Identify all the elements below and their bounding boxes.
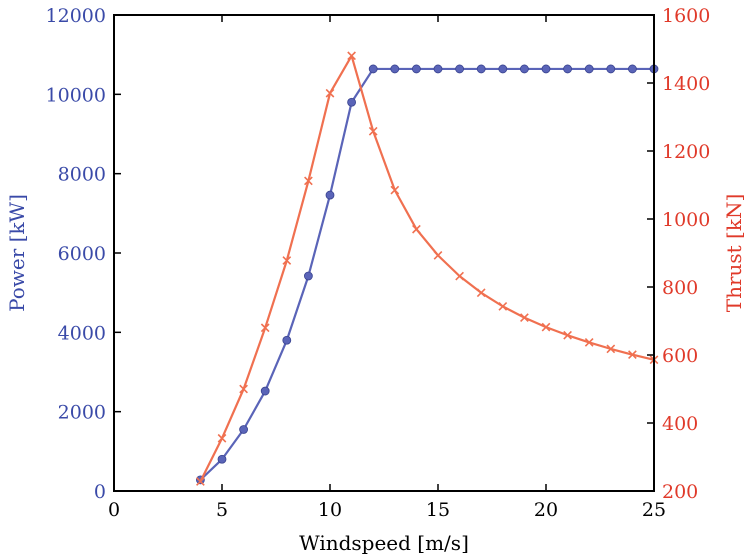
power-point <box>368 64 378 74</box>
power-point <box>260 386 270 396</box>
thrust-point <box>563 330 572 340</box>
y-right-tick-label: 1000 <box>662 209 710 231</box>
x-tick-label: 20 <box>534 499 558 521</box>
x-tick-label: 25 <box>642 499 666 521</box>
power-point <box>455 64 465 74</box>
power-point <box>520 64 529 74</box>
thrust-point <box>390 185 400 195</box>
power-point <box>217 454 227 464</box>
power-point <box>433 64 443 74</box>
power-line <box>199 67 654 481</box>
y-right-tick-label: 600 <box>662 345 698 367</box>
y-axis-left-title: Power [kW] <box>5 194 29 312</box>
thrust-point <box>606 344 616 354</box>
y-right-tick-label: 1200 <box>662 141 710 163</box>
power-point <box>584 64 594 74</box>
thrust-line <box>199 54 655 482</box>
y-right-tick-label: 800 <box>662 277 698 299</box>
power-point <box>498 64 508 74</box>
thrust-point <box>412 224 421 234</box>
power-point <box>541 64 551 74</box>
thrust-point <box>520 313 529 322</box>
power-point <box>303 271 313 281</box>
thrust-point <box>217 433 227 443</box>
power-point <box>606 64 616 74</box>
axis-ticks: 0 5 10 15 20 25 0 2000 4000 6000 8000 10000 12000 200… <box>46 5 711 521</box>
y-right-tick-label: 1600 <box>662 5 710 27</box>
thrust-point <box>628 350 637 360</box>
thrust-point <box>347 51 356 61</box>
y-left-tick-label: 10000 <box>46 84 106 106</box>
plot-marks <box>195 51 659 486</box>
thrust-point <box>541 322 551 332</box>
thrust-point <box>239 384 248 394</box>
y-right-tick-label: 1400 <box>662 73 710 95</box>
x-tick-label: 15 <box>426 499 450 521</box>
thrust-point <box>455 271 464 281</box>
x-axis-title: Windspeed [m/s] <box>299 531 469 555</box>
y-left-tick-label: 6000 <box>58 243 106 265</box>
y-left-tick-label: 12000 <box>46 5 106 27</box>
y-axis-right-title: Thrust [kN] <box>722 194 744 313</box>
power-point <box>563 64 572 74</box>
power-point <box>325 190 335 200</box>
x-tick-label: 10 <box>318 499 342 521</box>
x-tick-label: 0 <box>108 499 120 521</box>
thrust-point <box>304 176 313 186</box>
thrust-point <box>368 126 378 136</box>
y-left-tick-label: 8000 <box>58 164 106 186</box>
power-point <box>239 425 249 434</box>
y-left-tick-label: 0 <box>94 481 106 503</box>
power-point <box>390 64 400 74</box>
thrust-point <box>476 288 486 298</box>
power-point <box>476 64 486 74</box>
y-right-tick-label: 400 <box>662 413 698 435</box>
power-point <box>347 97 357 107</box>
thrust-point <box>498 302 508 311</box>
power-point <box>628 64 637 74</box>
power-point <box>282 335 292 345</box>
y-right-tick-label: 200 <box>662 481 698 503</box>
thrust-point <box>584 338 594 347</box>
thrust-point <box>433 251 443 260</box>
thrust-point <box>282 256 292 265</box>
thrust-point <box>260 323 270 333</box>
power-series <box>195 64 659 485</box>
thrust-point <box>325 88 335 98</box>
x-tick-label: 5 <box>216 499 228 521</box>
power-point <box>411 64 421 74</box>
thrust-point <box>196 477 205 486</box>
thrust-series <box>196 51 659 486</box>
y-left-tick-label: 4000 <box>58 322 106 344</box>
plot-frame <box>113 14 655 492</box>
y-left-tick-label: 2000 <box>58 402 106 424</box>
